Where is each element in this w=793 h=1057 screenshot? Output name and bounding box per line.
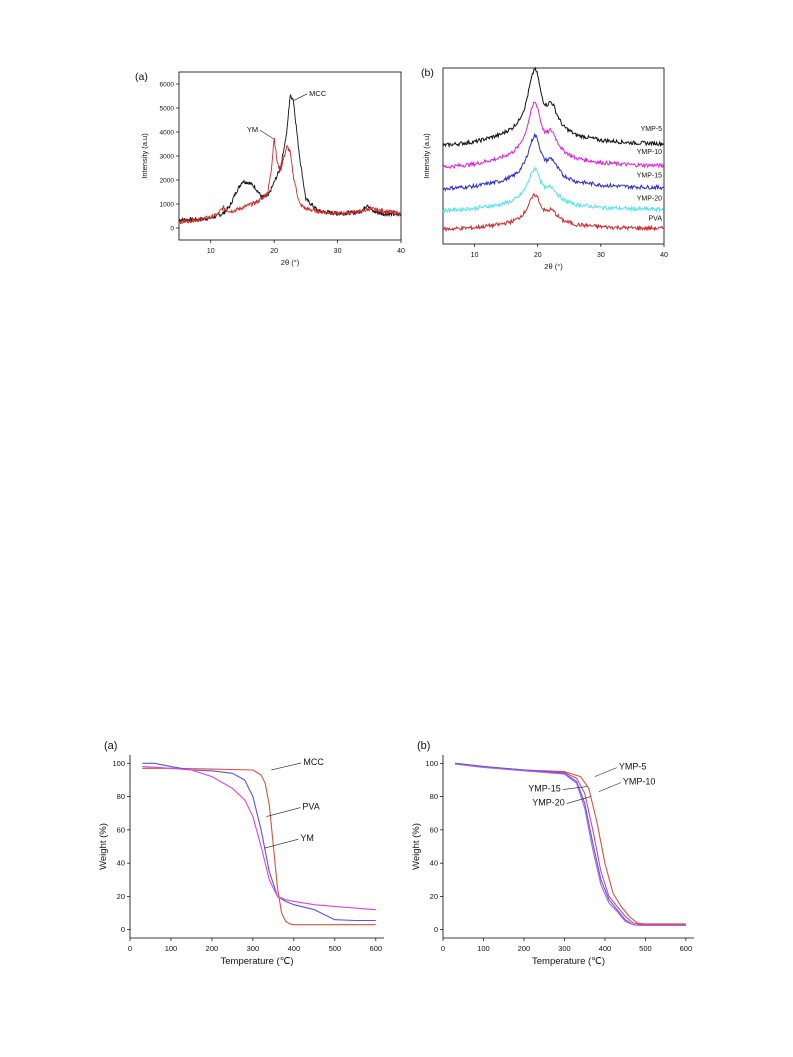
x-tick-label: 40: [397, 248, 405, 255]
x-tick-label: 500: [329, 944, 342, 953]
x-tick-label: 10: [471, 252, 479, 259]
series-line-ymp-10: [442, 101, 664, 170]
x-tick-label: 0: [128, 944, 132, 953]
annotation-leader: [293, 93, 308, 102]
y-tick-label: 40: [117, 859, 125, 868]
x-axis-label: 2θ (°): [544, 262, 563, 271]
y-tick-label: 100: [112, 759, 125, 768]
x-tick-label: 30: [597, 252, 605, 259]
panel-label: (a): [135, 71, 148, 83]
x-tick-label: 40: [660, 252, 668, 259]
x-tick-label: 500: [639, 944, 652, 953]
x-tick-label: 300: [558, 944, 571, 953]
annotation-label: YM: [300, 833, 314, 843]
series-line-pva: [442, 192, 664, 233]
series-line-ymp-5: [455, 762, 686, 925]
series-label: PVA: [649, 215, 663, 222]
series-label: YMP-5: [641, 126, 663, 133]
series-line-mcc: [178, 94, 402, 222]
y-tick-label: 80: [430, 792, 438, 801]
y-tick-label: 80: [117, 792, 125, 801]
annotation-leader: [566, 796, 591, 804]
plot-frame: [442, 67, 665, 245]
y-tick-label: 4000: [160, 130, 175, 137]
series-label: YMP-15: [637, 172, 662, 179]
y-tick-label: 0: [434, 925, 438, 934]
series-line-mcc: [142, 767, 376, 926]
y-axis-label: Intensity (a.u): [422, 133, 431, 179]
series-line-ymp-15: [455, 762, 686, 927]
x-tick-label: 300: [247, 944, 260, 953]
series-line-ymp-15: [442, 133, 664, 192]
y-tick-label: 2000: [160, 178, 175, 185]
xrd-chart-a: 10 20 30 40 0 1000 2000 3000 4000 5000 6000 2θ (°) I…: [135, 71, 405, 267]
x-tick-label: 600: [370, 944, 383, 953]
x-tick-label: 20: [534, 252, 542, 259]
y-tick-label: 60: [430, 825, 438, 834]
y-tick-label: 20: [117, 892, 125, 901]
annotation-leader: [562, 786, 587, 790]
tga-chart-b: 0 100 200 300 400 500 600 0 20 40 60 80 100 Temperatu…: [411, 740, 694, 967]
panel-label: (b): [417, 740, 430, 752]
x-tick-label: 10: [207, 248, 215, 255]
panel-label: (b): [421, 67, 434, 79]
xrd-chart-b: 10 20 30 40 2θ (°) Intensity (a.u) (b) YMP-5 YMP…: [421, 66, 668, 271]
x-tick-label: 400: [599, 944, 612, 953]
panel-label: (a): [104, 740, 117, 752]
y-tick-label: 40: [430, 859, 438, 868]
x-tick-label: 600: [680, 944, 693, 953]
y-tick-label: 60: [117, 825, 125, 834]
annotation-leader: [271, 762, 302, 771]
y-tick-label: 0: [170, 226, 174, 233]
series-line-ym: [142, 766, 376, 911]
series-line-pva: [142, 762, 376, 922]
y-tick-label: 100: [425, 759, 438, 768]
annotation-leader: [598, 782, 621, 792]
y-tick-label: 0: [121, 925, 125, 934]
annotation-label: MCC: [303, 757, 324, 767]
tga-chart-a: 0 100 200 300 400 500 600 0 20 40 60 80 100 Temperatu…: [98, 740, 384, 967]
annotation-leader: [264, 838, 299, 849]
x-tick-label: 400: [288, 944, 301, 953]
x-axis-label: Temperature (℃): [532, 956, 605, 967]
annotation-leader: [594, 767, 617, 777]
annotation-label: YMP-10: [623, 777, 656, 787]
y-tick-label: 5000: [160, 106, 175, 113]
y-axis-label: Weight (%): [98, 823, 109, 870]
y-tick-label: 3000: [160, 154, 175, 161]
annotation-leader: [259, 129, 275, 140]
x-tick-label: 30: [334, 248, 342, 255]
annotation-leader: [266, 807, 301, 817]
series-line-ymp-20: [442, 166, 664, 214]
x-tick-label: 0: [441, 944, 445, 953]
x-tick-label: 200: [518, 944, 531, 953]
y-axis-label: Weight (%): [411, 823, 422, 870]
x-tick-label: 200: [206, 944, 219, 953]
x-tick-label: 100: [165, 944, 178, 953]
series-label: YMP-20: [637, 196, 662, 203]
x-axis-label: 2θ (°): [281, 258, 300, 267]
annotation-label: YMP-5: [619, 762, 647, 772]
series-line-ym: [178, 138, 401, 225]
series-line-ymp-20: [455, 763, 686, 927]
annotation-label: MCC: [309, 89, 327, 98]
series-line-ymp-10: [455, 762, 686, 926]
x-axis-label: Temperature (℃): [221, 956, 294, 967]
annotation-label: YMP-15: [528, 784, 561, 794]
y-tick-label: 1000: [160, 202, 175, 209]
y-tick-label: 20: [430, 892, 438, 901]
x-tick-label: 20: [270, 248, 278, 255]
annotation-label: PVA: [302, 802, 319, 812]
annotation-label: YM: [247, 125, 258, 134]
y-tick-label: 6000: [160, 82, 175, 89]
y-axis-label: Intensity (a.u): [140, 133, 149, 179]
series-line-ymp-5: [442, 66, 664, 149]
series-label: YMP-10: [637, 149, 662, 156]
x-tick-label: 100: [477, 944, 490, 953]
annotation-label: YMP-20: [532, 798, 565, 808]
